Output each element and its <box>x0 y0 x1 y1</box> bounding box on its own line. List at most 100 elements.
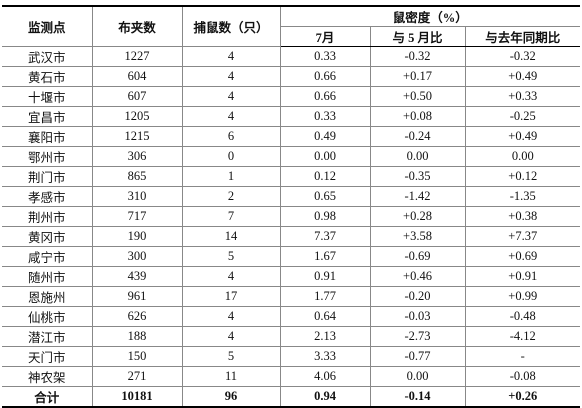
table-cell: 310 <box>91 186 183 207</box>
table-row: 荆州市 717 7 0.98 +0.28 +0.38 <box>2 206 580 227</box>
table-cell: 4 <box>181 106 281 127</box>
table-row: 黄石市 604 4 0.66 +0.17 +0.49 <box>2 66 580 87</box>
table-cell: 300 <box>91 246 183 267</box>
table-cell: 4.06 <box>279 366 371 387</box>
table-cell: +0.91 <box>464 266 580 287</box>
table-cell: +0.50 <box>369 86 466 107</box>
table-cell: 咸宁市 <box>2 246 93 267</box>
table-cell: 随州市 <box>2 266 93 287</box>
table-cell: +0.46 <box>369 266 466 287</box>
table-cell: -1.35 <box>464 186 580 207</box>
table-cell: +3.58 <box>369 226 466 247</box>
table-cell: 潜江市 <box>2 326 93 347</box>
table-cell: 607 <box>91 86 183 107</box>
table-cell: 0.33 <box>279 46 371 67</box>
table-row: 仙桃市 626 4 0.64 -0.03 -0.48 <box>2 306 580 327</box>
table-cell: 宜昌市 <box>2 106 93 127</box>
subheader-cell: 与去年同期比 <box>464 26 580 47</box>
table-cell: 439 <box>91 266 183 287</box>
table-body: 武汉市 1227 4 0.33 -0.32 -0.32 黄石市 604 4 0.66 +0.17 +0… <box>2 46 580 408</box>
table-cell: 鄂州市 <box>2 146 93 167</box>
table-cell: - <box>464 346 580 367</box>
table-cell: +0.08 <box>369 106 466 127</box>
table-cell: 0.12 <box>279 166 371 187</box>
header-cell: 捕鼠数（只） <box>181 5 281 47</box>
table-row: 黄冈市 190 14 7.37 +3.58 +7.37 <box>2 226 580 247</box>
table-row: 十堰市 607 4 0.66 +0.50 +0.33 <box>2 86 580 107</box>
table-cell: +0.33 <box>464 86 580 107</box>
table-row: 咸宁市 300 5 1.67 -0.69 +0.69 <box>2 246 580 267</box>
table-cell: 626 <box>91 306 183 327</box>
table-cell: 0.00 <box>464 146 580 167</box>
table-row: 武汉市 1227 4 0.33 -0.32 -0.32 <box>2 46 580 67</box>
table-cell: 1205 <box>91 106 183 127</box>
table-row: 天门市 150 5 3.33 -0.77- <box>2 346 580 367</box>
data-table: 监测点 布夹数 捕鼠数（只） 鼠密度（%） 7月 与 5 月比 与去年同期比 武… <box>2 5 580 408</box>
table-row: 潜江市 188 4 2.13 -2.73 -4.12 <box>2 326 580 347</box>
table-cell: -0.32 <box>464 46 580 67</box>
table-cell: 190 <box>91 226 183 247</box>
table-cell: 十堰市 <box>2 86 93 107</box>
table-cell: 11 <box>181 366 281 387</box>
table-cell: 0.94 <box>279 386 371 408</box>
table-cell: -0.24 <box>369 126 466 147</box>
table-cell: 荆门市 <box>2 166 93 187</box>
table-cell: 天门市 <box>2 346 93 367</box>
table-cell: 7 <box>181 206 281 227</box>
table-cell: -2.73 <box>369 326 466 347</box>
table-cell: 17 <box>181 286 281 307</box>
table-cell: 150 <box>91 346 183 367</box>
table-cell: -0.14 <box>369 386 466 408</box>
table-row: 随州市 439 4 0.91 +0.46 +0.91 <box>2 266 580 287</box>
table-cell: +0.28 <box>369 206 466 227</box>
table-cell: 0 <box>181 146 281 167</box>
table-cell: 7.37 <box>279 226 371 247</box>
table-cell: 717 <box>91 206 183 227</box>
subheader-cell: 7月 <box>280 26 371 47</box>
table-cell: 271 <box>91 366 183 387</box>
table-cell: 1227 <box>91 46 183 67</box>
table-cell: 0.00 <box>279 146 371 167</box>
table-cell: 孝感市 <box>2 186 93 207</box>
table-cell: 5 <box>181 246 281 267</box>
table-cell: 188 <box>91 326 183 347</box>
table-cell: 4 <box>181 326 281 347</box>
table-cell: 0.98 <box>279 206 371 227</box>
table-cell: 1.77 <box>279 286 371 307</box>
table-cell: 0.49 <box>279 126 371 147</box>
table-row: 鄂州市 306 0 0.00 0.00 0.00 <box>2 146 580 167</box>
table-row: 襄阳市 1215 6 0.49 -0.24 +0.49 <box>2 126 580 147</box>
table-row: 神农架 271 11 4.06 0.00 -0.08 <box>2 366 580 387</box>
table-cell: 14 <box>181 226 281 247</box>
table-cell: 6 <box>181 126 281 147</box>
table-cell: +0.26 <box>464 386 580 408</box>
table-cell: +0.49 <box>464 126 580 147</box>
table-row: 荆门市 865 1 0.12 -0.35 +0.12 <box>2 166 580 187</box>
table-cell: 0.66 <box>279 66 371 87</box>
table-cell: 1 <box>181 166 281 187</box>
table-cell: -0.77 <box>369 346 466 367</box>
table-cell: -0.69 <box>369 246 466 267</box>
table-cell: 恩施州 <box>2 286 93 307</box>
table-cell: 604 <box>91 66 183 87</box>
table-cell: +7.37 <box>464 226 580 247</box>
table-row: 恩施州 961 17 1.77 -0.20 +0.99 <box>2 286 580 307</box>
table-cell: 5 <box>181 346 281 367</box>
table-cell: 0.00 <box>369 146 466 167</box>
table-cell: +0.99 <box>464 286 580 307</box>
table-cell: +0.49 <box>464 66 580 87</box>
table-cell: +0.38 <box>464 206 580 227</box>
table-cell: -1.42 <box>369 186 466 207</box>
table-cell: 10181 <box>91 386 183 408</box>
table-cell: -0.35 <box>369 166 466 187</box>
table-cell: 0.64 <box>279 306 371 327</box>
table-cell: 仙桃市 <box>2 306 93 327</box>
table-cell: 4 <box>181 66 281 87</box>
table-cell: 4 <box>181 86 281 107</box>
table-cell: 96 <box>181 386 281 408</box>
table-cell: -0.08 <box>464 366 580 387</box>
table-cell: 306 <box>91 146 183 167</box>
table-cell: +0.17 <box>369 66 466 87</box>
table-cell: 0.00 <box>369 366 466 387</box>
table-row: 宜昌市 1205 4 0.33 +0.08 -0.25 <box>2 106 580 127</box>
